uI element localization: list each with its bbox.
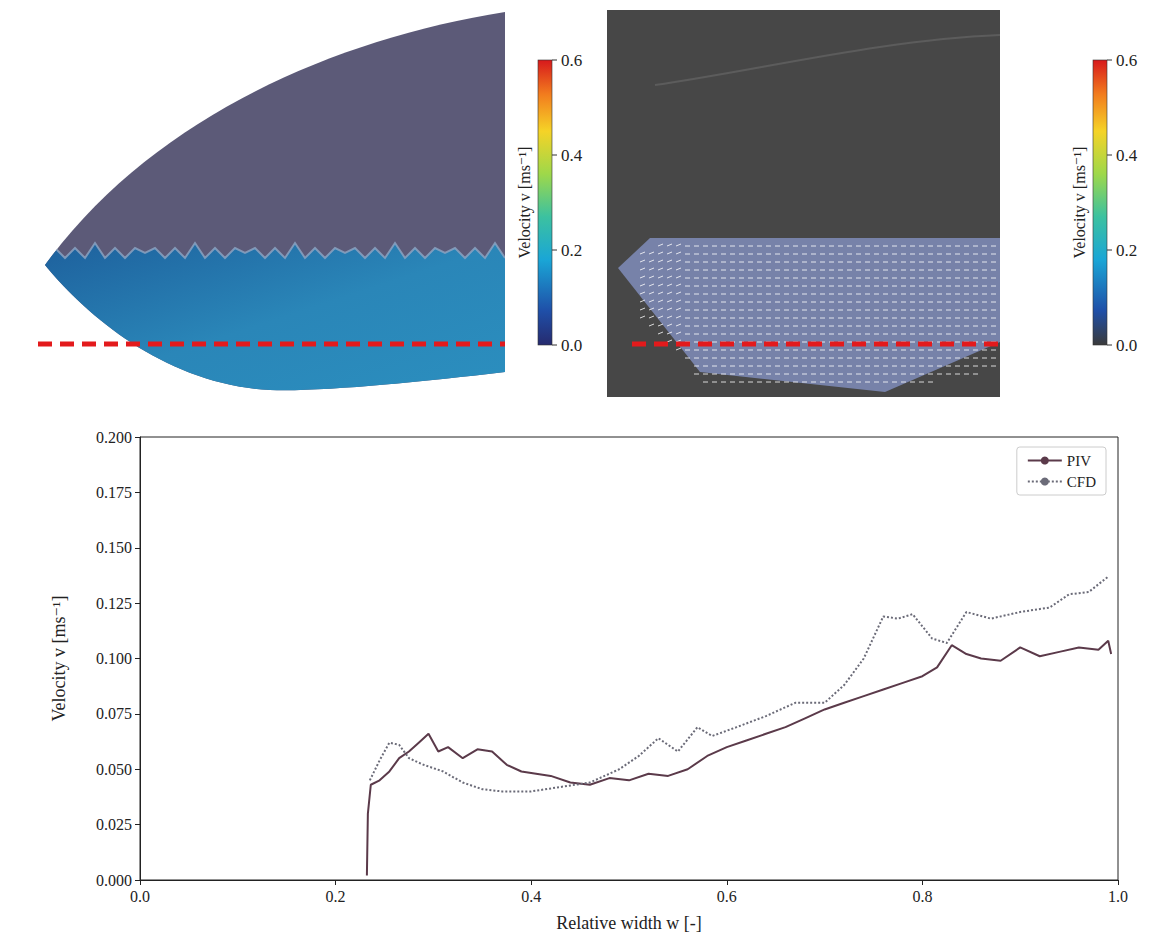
svg-text:CFD: CFD bbox=[1067, 474, 1096, 490]
svg-text:0.2: 0.2 bbox=[561, 241, 582, 260]
svg-text:Velocity v [ms⁻¹]: Velocity v [ms⁻¹] bbox=[516, 147, 534, 259]
svg-text:0.125: 0.125 bbox=[96, 595, 132, 612]
svg-text:0.0: 0.0 bbox=[130, 888, 150, 905]
svg-text:0.150: 0.150 bbox=[96, 539, 132, 556]
svg-text:0.050: 0.050 bbox=[96, 761, 132, 778]
svg-text:0.4: 0.4 bbox=[521, 888, 541, 905]
svg-text:0.025: 0.025 bbox=[96, 816, 132, 833]
svg-text:0.2: 0.2 bbox=[1116, 241, 1137, 260]
svg-text:0.6: 0.6 bbox=[1116, 51, 1137, 70]
svg-text:0.8: 0.8 bbox=[912, 888, 932, 905]
svg-text:0.4: 0.4 bbox=[561, 146, 583, 165]
svg-text:0.2: 0.2 bbox=[326, 888, 346, 905]
svg-text:0.175: 0.175 bbox=[96, 484, 132, 501]
svg-text:0.6: 0.6 bbox=[717, 888, 737, 905]
svg-text:Velocity v [ms⁻¹]: Velocity v [ms⁻¹] bbox=[1071, 147, 1089, 259]
svg-text:0.000: 0.000 bbox=[96, 872, 132, 889]
svg-text:1.0: 1.0 bbox=[1108, 888, 1128, 905]
svg-text:Velocity v [ms⁻¹]: Velocity v [ms⁻¹] bbox=[49, 596, 69, 722]
svg-text:0.0: 0.0 bbox=[1116, 336, 1137, 355]
svg-text:0.4: 0.4 bbox=[1116, 146, 1138, 165]
svg-text:0.075: 0.075 bbox=[96, 705, 132, 722]
svg-text:0.100: 0.100 bbox=[96, 650, 132, 667]
svg-text:0.6: 0.6 bbox=[561, 51, 582, 70]
svg-text:Relative width w [-]: Relative width w [-] bbox=[556, 913, 701, 933]
svg-text:0.0: 0.0 bbox=[561, 336, 582, 355]
svg-text:0.200: 0.200 bbox=[96, 429, 132, 446]
svg-text:PIV: PIV bbox=[1067, 453, 1091, 469]
